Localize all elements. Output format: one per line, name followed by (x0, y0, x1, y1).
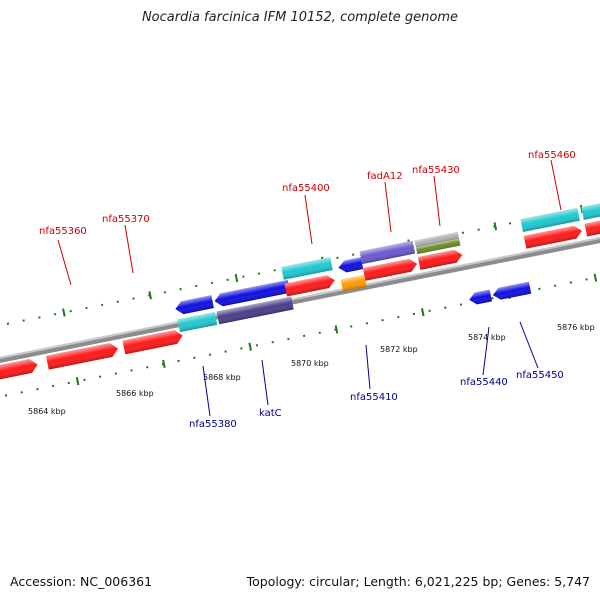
scale-label-5864: 5864 kbp (28, 407, 66, 416)
feature-gray-1 (414, 231, 460, 248)
feature-cyan-4-shade (581, 201, 600, 220)
major-tick-lower-2 (75, 377, 80, 386)
leader-lines (57, 159, 562, 417)
feature-blue-2-shade (214, 279, 291, 307)
feature-red-8-shade (584, 219, 600, 237)
feature-blue-5-shade (492, 281, 532, 300)
gene-label-nfa55460: nfa55460 (528, 150, 576, 161)
feature-orange-1-shade (340, 274, 367, 292)
feature-red-2 (46, 343, 118, 370)
feature-red-4-shade (284, 275, 335, 297)
feature-red-8 (584, 219, 600, 237)
feature-navy-1 (216, 296, 294, 325)
gene-labels: nfa55360 nfa55370 nfa55400 fadA12 nfa554… (39, 150, 576, 430)
gene-label-nfa55380: nfa55380 (189, 419, 237, 430)
gene-label-nfa55430: nfa55430 (412, 165, 460, 176)
feature-blue-1 (175, 295, 214, 315)
major-tick-lower-8 (593, 273, 598, 282)
feature-red-3 (122, 330, 183, 355)
leader-nfa55430 (433, 175, 441, 227)
feature-blue-4 (469, 289, 492, 305)
feature-red-5 (362, 258, 418, 281)
feature-cyan-3-shade (520, 207, 580, 232)
scale-label-5868: 5868 kbp (203, 373, 241, 382)
feature-cyan-4 (581, 201, 600, 220)
feature-red-6-shade (417, 249, 463, 270)
feature-gray-1-shade (414, 231, 460, 248)
feature-red-3-shade (122, 330, 183, 355)
leader-nfa55450 (519, 321, 539, 369)
leader-katc (261, 359, 269, 406)
feature-blue-2 (214, 279, 291, 307)
gene-label-nfa55440: nfa55440 (460, 377, 508, 388)
feature-red-7-shade (523, 225, 582, 249)
feature-red-1 (0, 359, 38, 390)
accession-text: Accession: NC_006361 (10, 574, 153, 589)
feature-blue-3 (338, 257, 364, 273)
feature-navy-1-shade (216, 296, 294, 325)
leader-nfa55440 (482, 326, 490, 376)
gene-label-nfa55400: nfa55400 (282, 183, 330, 194)
feature-orange-1 (340, 274, 367, 292)
gene-label-nfa55360: nfa55360 (39, 226, 87, 237)
gene-label-nfa55370: nfa55370 (102, 214, 150, 225)
leader-nfa55400 (304, 194, 313, 245)
feature-olive-1-shade (415, 238, 461, 255)
scale-label-5876: 5876 kbp (557, 323, 595, 332)
major-tick-lower-4 (248, 342, 252, 351)
scale-label-5866: 5866 kbp (116, 389, 154, 398)
feature-red-4 (284, 275, 335, 297)
feature-lavender-1 (359, 240, 416, 265)
leader-nfa55460 (550, 159, 562, 211)
feature-cyan-1 (177, 311, 218, 333)
gene-label-fada12: fadA12 (367, 171, 403, 182)
feature-lavender-1-shade (359, 240, 416, 265)
gene-label-katc: katC (259, 408, 282, 419)
feature-cyan-3 (520, 207, 580, 232)
map-title: Nocardia farcinica IFM 10152, complete g… (141, 10, 459, 25)
feature-red-7 (523, 225, 582, 249)
feature-red-5-shade (362, 258, 418, 281)
feature-blue-1-shade (175, 295, 214, 315)
scale-label-5872: 5872 kbp (380, 345, 418, 354)
leader-fada12 (384, 181, 392, 233)
scale-labels: 5864 kbp 5866 kbp 5868 kbp 5870 kbp 5872… (28, 323, 595, 416)
feature-red-6 (417, 249, 463, 270)
major-tick-lower-6 (421, 308, 425, 317)
feature-cyan-1-shade (177, 311, 218, 333)
feature-blue-5 (492, 281, 532, 300)
feature-cyan-2-shade (281, 257, 333, 280)
major-tick-upper-7 (493, 222, 498, 231)
feature-blue-3-shade (338, 257, 364, 273)
leader-nfa55410 (365, 344, 371, 390)
feature-red-2-shade (46, 343, 118, 370)
leader-nfa55370 (124, 224, 134, 274)
feature-cyan-2 (281, 257, 333, 280)
major-tick-upper-3 (148, 291, 152, 300)
genome-backbone-highlight (0, 210, 600, 382)
major-tick-upper-4 (234, 273, 239, 283)
genome-summary-text: Topology: circular; Length: 6,021,225 bp… (246, 574, 590, 589)
major-tick-lower-5 (334, 325, 339, 334)
major-tick-lower-3 (162, 359, 166, 369)
scale-label-5870: 5870 kbp (291, 359, 329, 368)
gene-label-nfa55410: nfa55410 (350, 392, 398, 403)
scale-label-5874: 5874 kbp (468, 333, 506, 342)
major-tick-upper-2 (62, 308, 66, 317)
feature-red-1-shade (0, 359, 38, 390)
feature-olive-1 (415, 238, 461, 255)
feature-blue-4-shade (469, 289, 492, 305)
gene-features (0, 201, 600, 390)
gene-label-nfa55450: nfa55450 (516, 370, 564, 381)
leader-nfa55380 (202, 365, 211, 417)
leader-nfa55360 (57, 239, 72, 286)
